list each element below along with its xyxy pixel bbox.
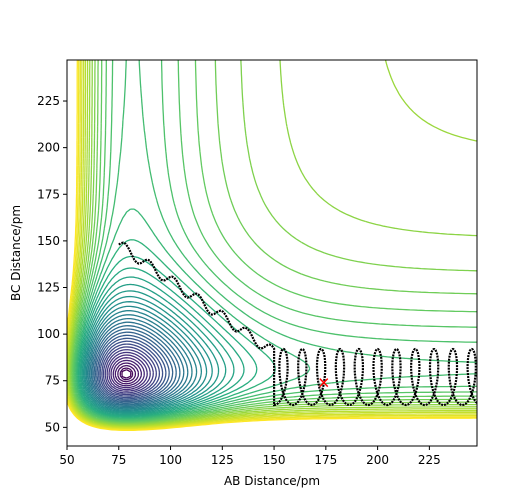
contour-level (96, 334, 170, 401)
contour-level (110, 357, 145, 389)
trajectory (118, 241, 477, 407)
plot-area (67, 60, 477, 446)
contour-level (94, 331, 174, 403)
contour-level (68, 60, 477, 426)
y-tick-label: 200 (37, 141, 60, 155)
contour-level (67, 60, 477, 427)
plot-frame (66, 59, 478, 447)
x-tick-label: 200 (366, 453, 389, 467)
y-tick-label: 75 (45, 374, 60, 388)
contour-level (104, 348, 154, 394)
contour-level (73, 60, 477, 422)
contour-level (73, 60, 477, 422)
contour-level (106, 351, 151, 392)
contour-level (81, 283, 227, 415)
contour-level (70, 60, 477, 425)
y-tick-label: 150 (37, 234, 60, 248)
x-axis-label: AB Distance/pm (224, 474, 320, 488)
x-tick-label: 100 (159, 453, 182, 467)
contour-level (101, 343, 161, 397)
contour-level (119, 367, 134, 381)
trajectory-line (118, 241, 477, 407)
minimum-marker (319, 378, 329, 388)
x-axis-ticks: 50 75 100 125 150 175 200 225 (59, 446, 441, 467)
contour-level (86, 310, 198, 410)
contour-level (67, 60, 477, 428)
contour-level (67, 60, 477, 429)
contour-level (76, 239, 276, 419)
contour-level (88, 314, 193, 409)
y-tick-label: 50 (45, 420, 60, 434)
x-tick-label: 150 (263, 453, 286, 467)
contour-level (108, 354, 148, 391)
contour-level (98, 337, 167, 400)
contour-level (112, 359, 142, 387)
x-tick-label: 50 (59, 453, 74, 467)
y-tick-label: 225 (37, 94, 60, 108)
contour-level (80, 276, 235, 416)
contour-level (67, 60, 477, 431)
contour-level (84, 301, 208, 412)
contour-level (117, 364, 137, 383)
contour-level (121, 369, 132, 379)
contour-level (67, 60, 477, 429)
x-tick-label: 75 (111, 453, 126, 467)
y-axis-ticks: 50 75 100 125 150 175 200 225 (37, 94, 67, 434)
contour-level (83, 295, 213, 413)
contour-level (82, 290, 220, 414)
x-tick-label: 125 (211, 453, 234, 467)
contour-level (75, 208, 311, 420)
x-tick-label: 225 (418, 453, 441, 467)
contour-level (85, 305, 203, 411)
contour-level (77, 255, 258, 418)
x-tick-label: 175 (314, 453, 337, 467)
contour-level (93, 328, 177, 404)
contour-level (89, 317, 189, 408)
contour-level (102, 346, 157, 396)
contour-level (92, 325, 181, 405)
contour-level (114, 362, 140, 385)
y-tick-label: 175 (37, 187, 60, 201)
contour-level (79, 267, 245, 417)
y-tick-label: 100 (37, 327, 60, 341)
contour-level (72, 60, 477, 423)
y-tick-label: 125 (37, 280, 60, 294)
contour-level (99, 340, 164, 399)
contour-level (90, 321, 185, 406)
y-axis-label: BC Distance/pm (9, 205, 23, 301)
minimum-marker-x (319, 378, 329, 388)
contour-lines (67, 60, 477, 431)
